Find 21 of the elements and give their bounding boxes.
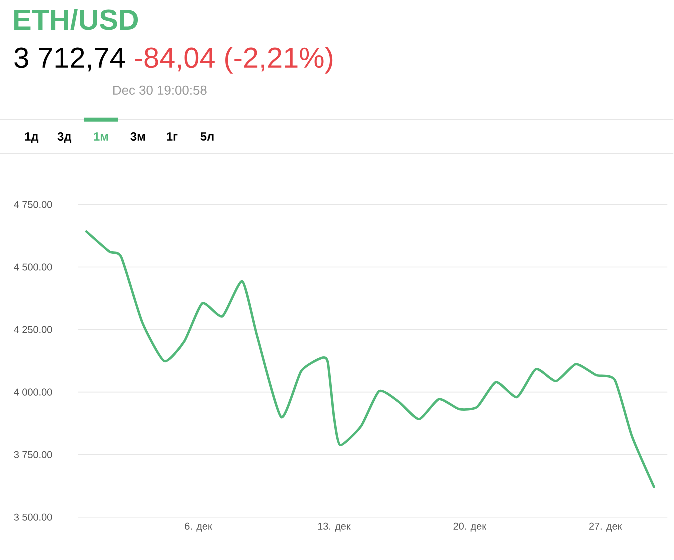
x-tick-label: 27. дек (589, 522, 622, 532)
text: 3 712,74 (14, 48, 126, 72)
line-series (85, 230, 656, 488)
x-tick-label: 20. дек (454, 522, 487, 532)
text: 1д (25, 132, 39, 144)
y-tick-label: 4 500.00 (14, 264, 52, 271)
y-tick-label: 3 750.00 (14, 451, 52, 458)
text: Dec 30 19:00:58 (114, 86, 207, 95)
x-tick-label: 6. дек (185, 522, 212, 532)
text: 5л (200, 132, 214, 141)
y-tick-label: 4 750.00 (14, 201, 52, 208)
text: -84,04 (-2,21%) (135, 46, 333, 74)
text: 1г (167, 132, 178, 141)
text: 3м (130, 132, 146, 141)
y-tick-label: 3 500.00 (14, 514, 52, 521)
chart-title: ETH/USD (14, 8, 138, 30)
y-tick-label: 4 000.00 (14, 388, 52, 396)
y-tick-label: 4 250.00 (14, 326, 52, 334)
text: 3д (58, 132, 72, 144)
x-tick-label: 13. дек (318, 522, 351, 532)
text: 1м (94, 132, 108, 141)
